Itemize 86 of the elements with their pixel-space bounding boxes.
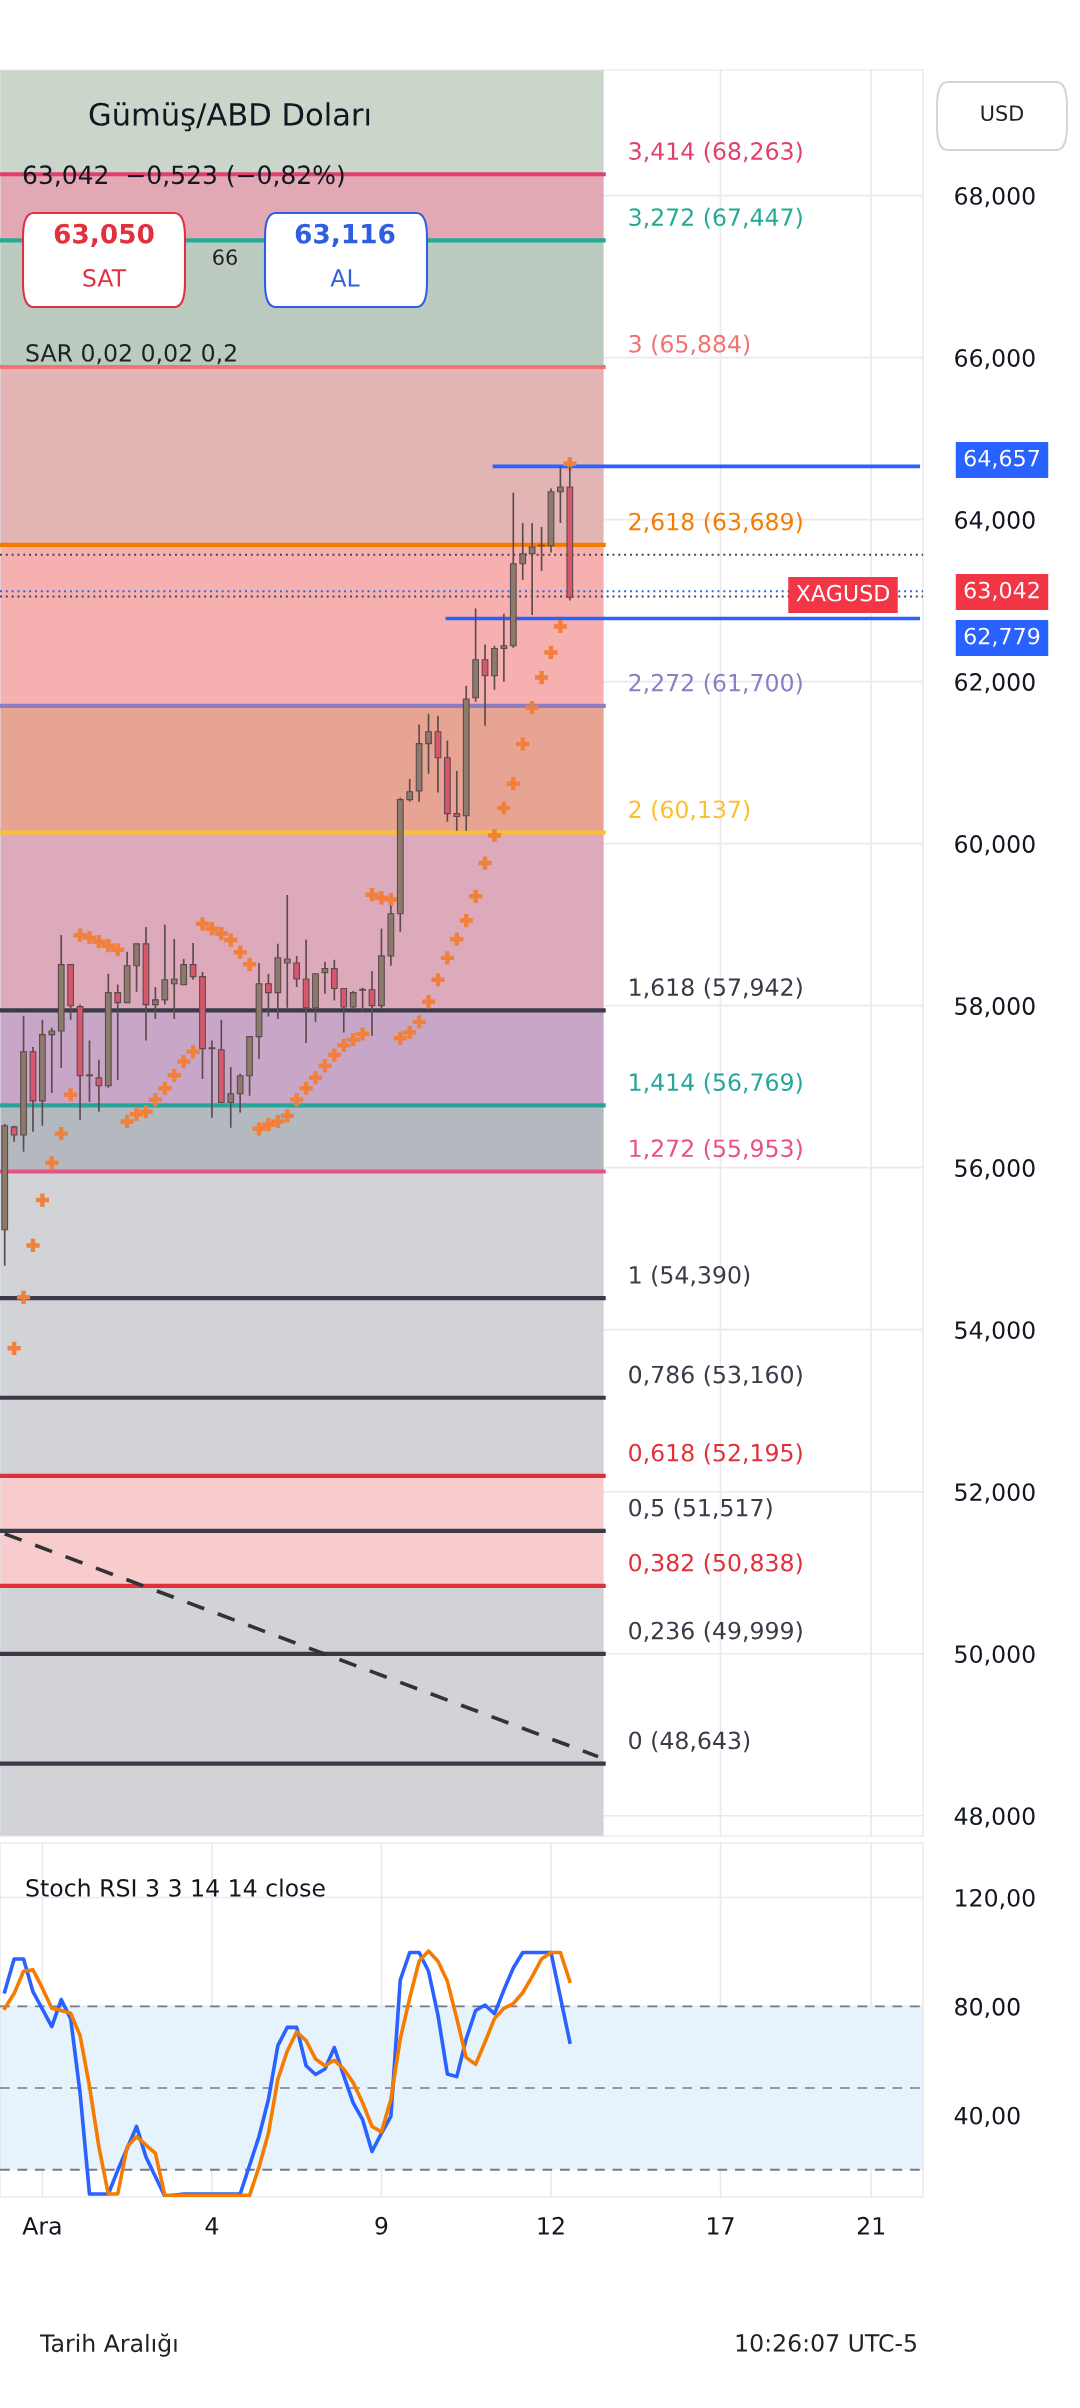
point [231,943,249,961]
ref-line-label: 1,414 (56,769) [630,1072,802,1094]
candlestick [321,960,329,995]
y-tick-label: 54,000 [955,1321,1035,1342]
x-tick-label: 9 [375,2216,388,2235]
candlestick [368,970,376,1037]
candlestick [95,1058,103,1113]
text: USD [981,105,1024,122]
ref-line-label: 0,236 (49,999) [629,1621,802,1643]
x-tick-label: 12 [538,2216,564,2235]
ref-line-label: 3,272 (67,447) [629,207,802,229]
candlestick [152,986,159,1020]
y-tick-label: 120,00 [956,1888,1035,1910]
ref-line-label: 0,618 (52,195) [629,1443,802,1465]
candlestick [500,612,508,683]
y-tick-label: 62,000 [955,673,1035,694]
y-tick-label: 58,000 [955,997,1035,1018]
candlestick [557,466,564,524]
candlestick [519,522,527,581]
text: Stoch RSI 3 3 14 14 close [26,1878,325,1897]
ref-line-label: 0,786 (53,160) [629,1365,802,1387]
ref-line-label: 2 (60,137) [629,799,750,822]
candlestick [425,712,432,775]
y-tick-label: 80,00 [955,1997,1020,2019]
point [71,926,89,944]
annotation: AL [330,269,360,287]
text: 64,657 [964,449,1039,469]
candlestick [180,958,188,986]
ref-line-label: 3,414 (68,263) [629,141,802,163]
candlestick [227,1066,235,1129]
text: Tarih Aralığı [39,2333,177,2357]
candlestick [48,1026,56,1094]
annotation: SAR 0,02 0,02 0,2 [26,343,236,365]
annotation: 63,050 [54,223,154,248]
candlestick [406,778,414,803]
x-tick-label: 21 [857,2216,885,2235]
ref-line-label: 3 (65,884) [629,334,750,356]
candlestick [359,986,366,1013]
text: 63,042 [964,581,1039,601]
y-tick-label: 52,000 [955,1483,1035,1504]
x-tick-label: Ara [22,2217,61,2235]
ref-line-label: 1,618 (57,942) [630,977,802,999]
candlestick [293,955,301,988]
candlestick [340,987,348,1034]
candlestick [481,643,489,727]
annotation: 66 [213,249,237,266]
ref-line-label: 0,5 (51,517) [629,1498,772,1520]
candlestick [114,983,122,1081]
candlestick [170,938,178,1020]
y-tick-label: 56,000 [955,1159,1035,1180]
candlestick [283,894,291,1009]
annotation: XAGUSD [796,584,890,602]
point [476,854,494,872]
y-tick-label: 66,000 [955,349,1035,370]
candlestick [86,1039,93,1103]
y-tick-label: 64,000 [955,511,1035,532]
candlestick [330,958,338,1002]
annotation: SAT [83,268,127,287]
ref-line-label: 0 (48,643) [629,1731,750,1753]
x-tick-label: 17 [708,2217,734,2235]
y-tick-label: 60,000 [955,835,1035,856]
ref-line-label: 1 (54,390) [630,1265,750,1287]
candlestick [208,1039,216,1119]
candlestick [236,1072,244,1114]
candlestick [133,943,140,993]
point [495,799,513,817]
text: 62,779 [964,627,1040,647]
y-tick-label: 40,00 [954,2106,1020,2128]
ref-line-label: 2,618 (63,689) [629,512,802,534]
text: 10:26:07 UTC-5 [736,2333,916,2352]
ref-line-label: 1,272 (55,953) [630,1138,802,1160]
ref-line-label: 0,382 (50,838) [629,1553,802,1575]
y-tick-label: 48,000 [954,1807,1035,1828]
candlestick [265,972,272,1018]
candlestick [189,942,197,981]
ref-line-label: 2,272 (61,700) [629,673,802,695]
candlestick [528,522,536,616]
candlestick [161,923,169,1006]
text: 63,042 −0,523 (−0,82%) [23,164,344,188]
y-tick-label: 50,000 [955,1645,1035,1666]
candlestick [453,770,461,832]
x-tick-label: 4 [205,2217,219,2235]
point [193,915,212,933]
text: Gümüş/ABD Doları [89,102,370,132]
y-tick-label: 68,000 [955,187,1035,208]
annotation: 63,116 [295,223,395,248]
